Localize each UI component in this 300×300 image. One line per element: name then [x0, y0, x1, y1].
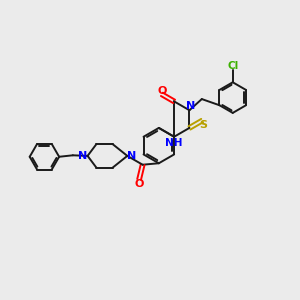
- Text: NH: NH: [165, 138, 183, 148]
- Text: N: N: [78, 151, 88, 161]
- Text: N: N: [186, 101, 196, 111]
- Text: Cl: Cl: [227, 61, 238, 71]
- Text: O: O: [158, 86, 167, 96]
- Text: S: S: [199, 120, 207, 130]
- Text: O: O: [134, 179, 144, 189]
- Text: N: N: [127, 151, 136, 161]
